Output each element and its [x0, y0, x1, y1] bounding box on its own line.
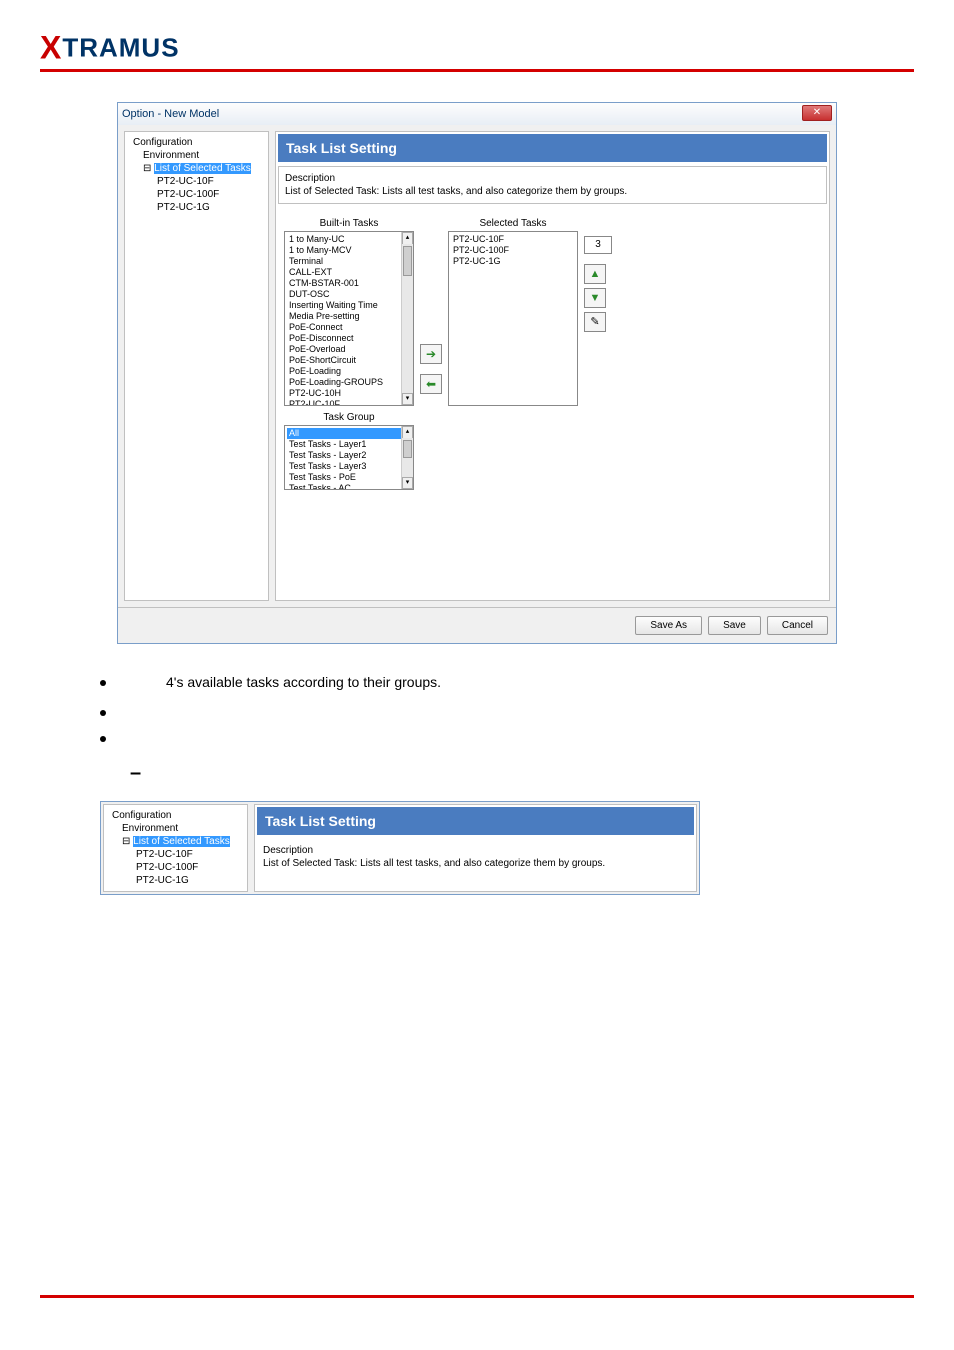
config-tree-2[interactable]: Configuration Environment ⊟ List of Sele…	[103, 804, 248, 892]
list-item[interactable]: Test Tasks - PoE	[287, 472, 411, 483]
tree-pt2-100f[interactable]: PT2-UC-100F	[129, 188, 264, 201]
tree-list-selected[interactable]: ⊟ List of Selected Tasks	[108, 835, 243, 848]
titlebar: Option - New Model ✕	[118, 103, 836, 125]
builtin-label: Built-in Tasks	[284, 218, 414, 229]
list-item[interactable]: PoE-Disconnect	[287, 333, 411, 344]
list-item[interactable]: Test Tasks - Layer1	[287, 439, 411, 450]
edit-button[interactable]: ✎	[584, 312, 606, 332]
divider-top	[40, 69, 914, 72]
list-item[interactable]: Media Pre-setting	[287, 311, 411, 322]
logo-x: X	[40, 30, 62, 66]
logo-rest: TRAMUS	[62, 33, 179, 63]
add-button[interactable]: ➔	[420, 344, 442, 364]
description-text: List of Selected Task: Lists all test ta…	[285, 186, 820, 197]
description-title-2: Description	[263, 845, 688, 856]
list-item[interactable]: Test Tasks - Layer2	[287, 450, 411, 461]
save-as-button[interactable]: Save As	[635, 616, 702, 635]
list-item[interactable]: 1 to Many-UC	[287, 234, 411, 245]
list-item[interactable]: 1 to Many-MCV	[287, 245, 411, 256]
tree-list-label: List of Selected Tasks	[133, 836, 230, 847]
selected-count: 3	[584, 236, 612, 254]
scroll-down-icon[interactable]: ▾	[402, 477, 413, 489]
divider-bottom	[40, 1295, 914, 1298]
list-item[interactable]: PoE-Loading-GROUPS	[287, 377, 411, 388]
tree-pt2-10f[interactable]: PT2-UC-10F	[108, 848, 243, 861]
dash-separator: –	[130, 762, 914, 785]
task-group-label: Task Group	[284, 412, 414, 423]
scrollbar-group[interactable]: ▴ ▾	[401, 426, 413, 489]
right-panel: Task List Setting Description List of Se…	[275, 131, 830, 601]
tree-list-label: List of Selected Tasks	[154, 163, 251, 174]
list-item[interactable]: Terminal	[287, 256, 411, 267]
tree-pt2-10f[interactable]: PT2-UC-10F	[129, 175, 264, 188]
move-down-button[interactable]: ▼	[584, 288, 606, 308]
save-button[interactable]: Save	[708, 616, 761, 635]
list-item[interactable]: Test Tasks - Layer3	[287, 461, 411, 472]
edit-icon: ✎	[590, 316, 599, 328]
scrollbar[interactable]: ▴ ▾	[401, 232, 413, 405]
description-box: Description List of Selected Task: Lists…	[278, 166, 827, 204]
bullet-icon	[100, 680, 106, 686]
cancel-button[interactable]: Cancel	[767, 616, 828, 635]
tree-environment[interactable]: Environment	[129, 149, 264, 162]
selected-listbox[interactable]: PT2-UC-10FPT2-UC-100FPT2-UC-1G	[448, 231, 578, 406]
task-group-listbox[interactable]: AllTest Tasks - Layer1Test Tasks - Layer…	[284, 425, 414, 490]
list-item[interactable]: DUT-OSC	[287, 289, 411, 300]
right-panel-2: Task List Setting Description List of Se…	[254, 804, 697, 892]
close-icon: ✕	[803, 106, 831, 120]
scroll-up-icon[interactable]: ▴	[402, 426, 413, 438]
bullet-list: 4's available tasks according to their g…	[100, 674, 914, 742]
dialog-option-new-model: Option - New Model ✕ Configuration Envir…	[117, 102, 837, 644]
scroll-thumb[interactable]	[403, 246, 412, 276]
arrow-left-icon: ⬅	[426, 377, 436, 391]
builtin-listbox[interactable]: 1 to Many-UC1 to Many-MCVTerminalCALL-EX…	[284, 231, 414, 406]
close-button[interactable]: ✕	[802, 105, 832, 121]
list-item[interactable]: PoE-Connect	[287, 322, 411, 333]
list-item[interactable]: PT2-UC-100F	[451, 245, 575, 256]
bullet-icon	[100, 710, 106, 716]
panel-header-2: Task List Setting	[257, 807, 694, 835]
remove-button[interactable]: ⬅	[420, 374, 442, 394]
description-title: Description	[285, 173, 820, 184]
arrow-right-icon: ➔	[426, 347, 436, 361]
tree-root[interactable]: Configuration	[129, 136, 264, 149]
selected-label: Selected Tasks	[448, 218, 578, 229]
scroll-thumb[interactable]	[403, 440, 412, 458]
list-item[interactable]: PT2-UC-10F	[287, 399, 411, 406]
dialog-cropped: Configuration Environment ⊟ List of Sele…	[100, 801, 700, 895]
tree-list-selected[interactable]: ⊟ List of Selected Tasks	[129, 162, 264, 175]
list-item[interactable]: PT2-UC-10H	[287, 388, 411, 399]
scroll-down-icon[interactable]: ▾	[402, 393, 413, 405]
arrow-down-icon: ▼	[590, 292, 601, 304]
description-text-2: List of Selected Task: Lists all test ta…	[263, 858, 688, 869]
list-item[interactable]: CALL-EXT	[287, 267, 411, 278]
tree-pt2-1g[interactable]: PT2-UC-1G	[129, 201, 264, 214]
list-item[interactable]: CTM-BSTAR-001	[287, 278, 411, 289]
tree-root[interactable]: Configuration	[108, 809, 243, 822]
config-tree[interactable]: Configuration Environment ⊟ List of Sele…	[124, 131, 269, 601]
list-item[interactable]: PoE-Loading	[287, 366, 411, 377]
description-box-2: Description List of Selected Task: Lists…	[257, 839, 694, 875]
bullet-icon	[100, 736, 106, 742]
list-item[interactable]: PT2-UC-10F	[451, 234, 575, 245]
panel-header: Task List Setting	[278, 134, 827, 162]
logo: XTRAMUS	[40, 30, 914, 67]
list-item[interactable]: PT2-UC-1G	[451, 256, 575, 267]
list-item[interactable]: PoE-Overload	[287, 344, 411, 355]
tree-environment[interactable]: Environment	[108, 822, 243, 835]
bullet-text-1: 4's available tasks according to their g…	[166, 674, 441, 690]
list-item[interactable]: Inserting Waiting Time	[287, 300, 411, 311]
tree-pt2-1g[interactable]: PT2-UC-1G	[108, 874, 243, 887]
arrow-up-icon: ▲	[590, 268, 601, 280]
tree-pt2-100f[interactable]: PT2-UC-100F	[108, 861, 243, 874]
list-item[interactable]: All	[287, 428, 411, 439]
scroll-up-icon[interactable]: ▴	[402, 232, 413, 244]
dialog-title: Option - New Model	[122, 108, 219, 120]
list-item[interactable]: Test Tasks - AC	[287, 483, 411, 490]
move-up-button[interactable]: ▲	[584, 264, 606, 284]
list-item[interactable]: PoE-ShortCircuit	[287, 355, 411, 366]
dialog-footer: Save As Save Cancel	[118, 607, 836, 643]
